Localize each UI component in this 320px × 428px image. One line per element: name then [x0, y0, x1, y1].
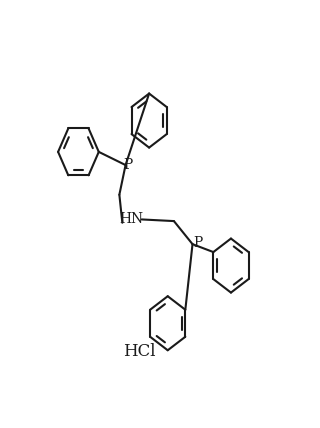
- Text: P: P: [193, 237, 203, 250]
- Text: P: P: [123, 158, 132, 172]
- Text: HCl: HCl: [123, 343, 156, 360]
- Text: HN: HN: [120, 212, 144, 226]
